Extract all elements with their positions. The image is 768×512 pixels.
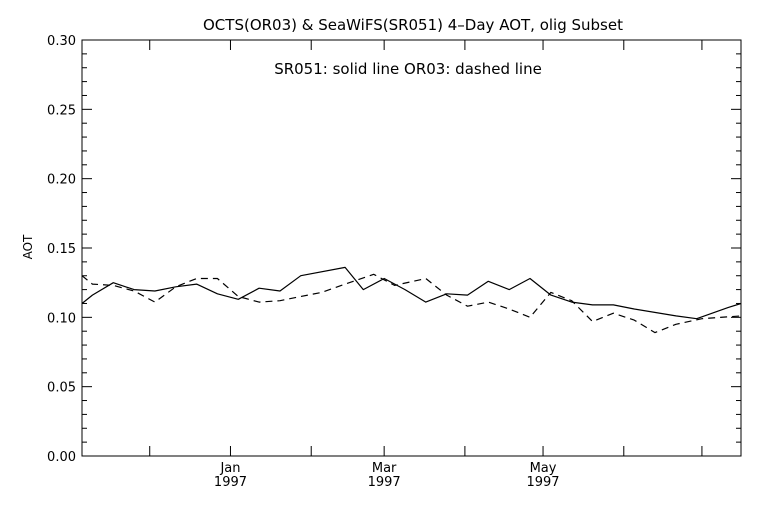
x-tick-label-year: 1997 <box>526 475 559 490</box>
y-axis: 0.00 0.05 0.10 0.15 0.20 0.25 0.30 <box>47 34 741 465</box>
plot-frame <box>81 39 742 457</box>
x-tick-label-month: May <box>530 461 557 476</box>
x-tick-label-year: 1997 <box>368 475 401 490</box>
series-line-sr051 <box>81 266 742 320</box>
y-tick-label: 0.25 <box>47 103 76 118</box>
y-tick-label: 0.10 <box>47 311 76 326</box>
y-tick-label: 0.00 <box>47 450 76 465</box>
x-tick-label-month: Jan <box>219 461 240 476</box>
series-layer <box>81 266 742 334</box>
chart-title: OCTS(OR03) & SeaWiFS(SR051) 4–Day AOT, o… <box>203 16 623 34</box>
y-tick-label: 0.30 <box>47 34 76 49</box>
series-line-or03 <box>81 273 742 334</box>
y-tick-label: 0.05 <box>47 381 76 396</box>
y-tick-label: 0.20 <box>47 173 76 188</box>
x-tick-label-month: Mar <box>372 461 397 476</box>
series-style-note: SR051: solid line OR03: dashed line <box>274 60 542 78</box>
y-tick-label: 0.15 <box>47 242 76 257</box>
x-tick-label-year: 1997 <box>214 475 247 490</box>
y-axis-label: AOT <box>21 234 35 259</box>
